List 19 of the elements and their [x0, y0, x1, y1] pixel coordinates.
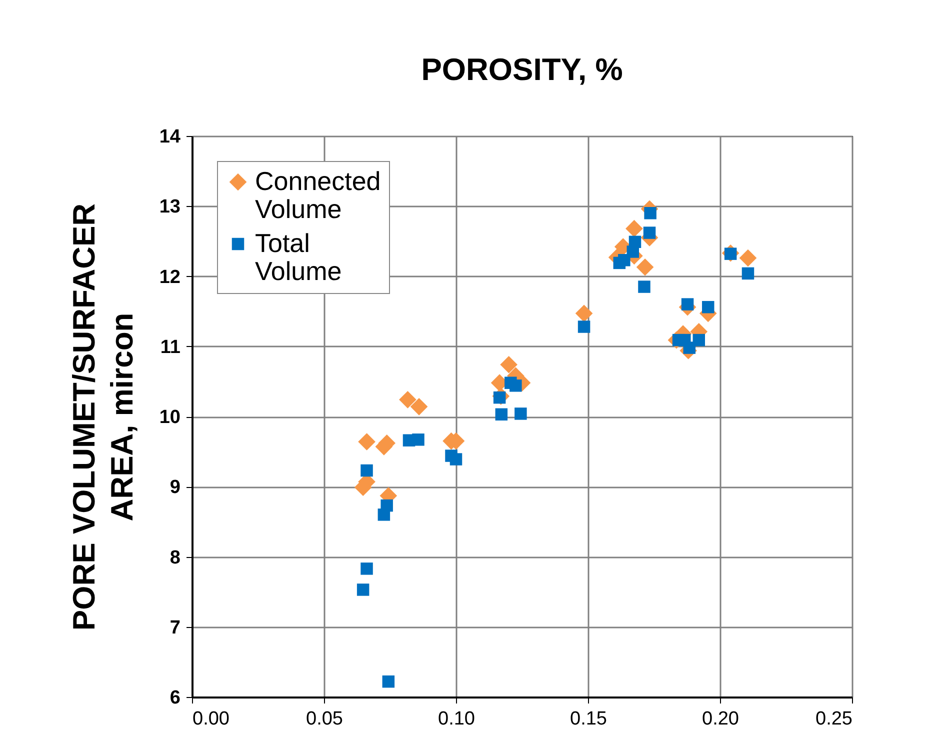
y-tick-label: 11 [160, 336, 181, 358]
x-tick-label: 0.25 [816, 708, 852, 730]
x-tick-label: 0.20 [702, 708, 739, 730]
legend-label: Total Volume [255, 228, 342, 286]
y-tick-label: 8 [170, 547, 180, 568]
y-tick-label: 7 [170, 617, 180, 638]
x-tick-label: 0.15 [570, 708, 607, 730]
y-tick-label: 10 [159, 407, 180, 428]
x-tick-label: 0.10 [438, 708, 475, 730]
x-tick-label: 0.05 [306, 708, 343, 730]
y-tick-label: 6 [170, 688, 180, 708]
y-tick-label: 9 [170, 477, 180, 498]
y-tick-label: 13 [159, 196, 180, 218]
x-tick-label: 0.00 [192, 708, 230, 730]
legend-label: Connected Volume [255, 166, 381, 224]
y-tick-label: 12 [159, 266, 180, 288]
chart-title: POROSITY, % [421, 52, 623, 87]
y-axis-title: PORE VOLUMET/SURFACER AREA, mircon [66, 203, 140, 631]
y-tick-label: 14 [159, 126, 181, 148]
